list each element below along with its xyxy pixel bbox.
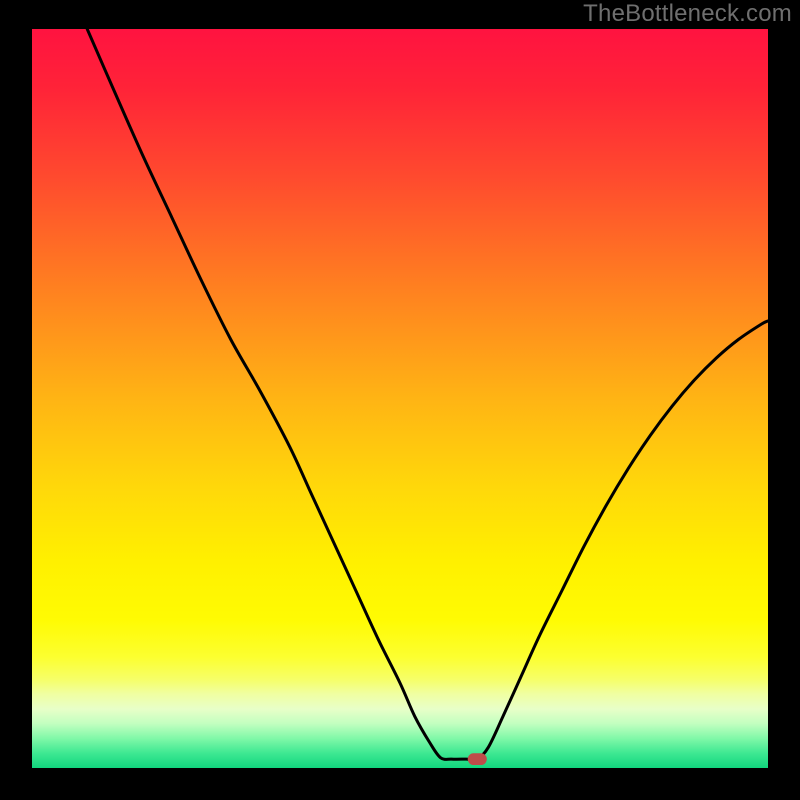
watermark-text: TheBottleneck.com bbox=[583, 0, 792, 28]
optimal-marker bbox=[468, 753, 487, 765]
bottleneck-chart bbox=[32, 29, 768, 768]
chart-frame: TheBottleneck.com bbox=[0, 0, 800, 800]
plot-area bbox=[32, 29, 768, 768]
gradient-background bbox=[32, 29, 768, 768]
